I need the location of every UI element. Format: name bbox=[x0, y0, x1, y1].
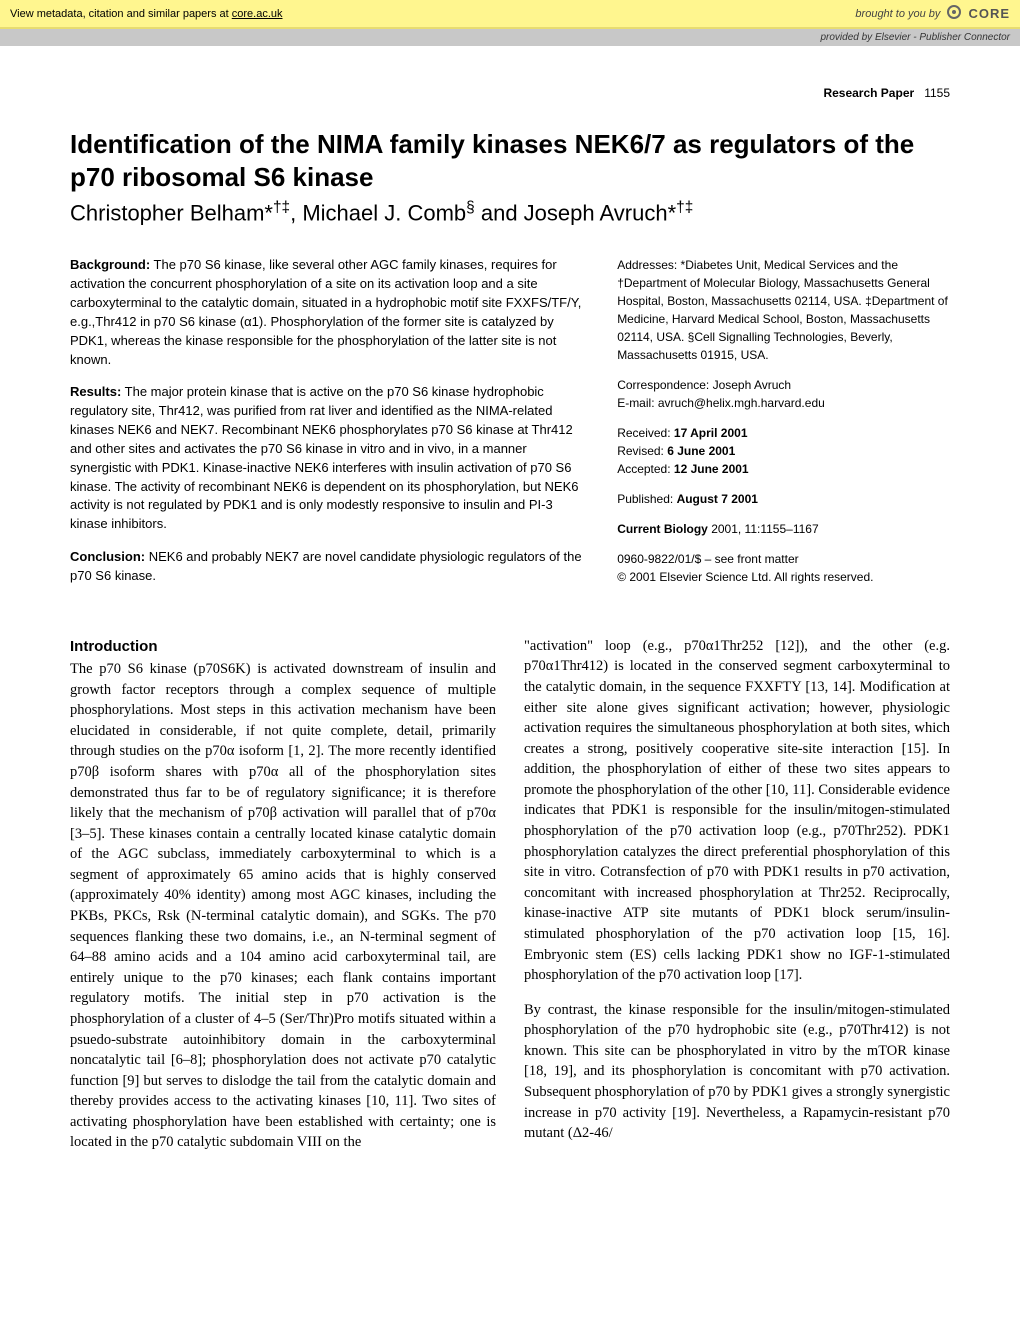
page-number: 1155 bbox=[924, 86, 950, 100]
dates-block: Received: 17 April 2001 Revised: 6 June … bbox=[617, 424, 950, 478]
core-banner-text: View metadata, citation and similar pape… bbox=[10, 8, 232, 20]
addresses-block: Addresses: *Diabetes Unit, Medical Servi… bbox=[617, 256, 950, 364]
copyright-line: © 2001 Elsevier Science Ltd. All rights … bbox=[617, 568, 950, 586]
accepted-line: Accepted: 12 June 2001 bbox=[617, 460, 950, 478]
abstract-background: Background: The p70 S6 kinase, like seve… bbox=[70, 256, 589, 369]
provided-by-text: Elsevier - Publisher Connector bbox=[875, 32, 1010, 43]
running-head-label: Research Paper bbox=[823, 86, 914, 100]
core-link[interactable]: core.ac.uk bbox=[232, 8, 283, 20]
core-logo-text: CORE bbox=[968, 6, 1010, 21]
journal-citation: 2001, 11:1155–1167 bbox=[708, 522, 819, 536]
accepted-date: 12 June 2001 bbox=[674, 462, 749, 476]
conclusion-label: Conclusion: bbox=[70, 549, 145, 564]
received-line: Received: 17 April 2001 bbox=[617, 424, 950, 442]
conclusion-text: NEK6 and probably NEK7 are novel candida… bbox=[70, 549, 582, 583]
background-label: Background: bbox=[70, 257, 150, 272]
journal-block: Current Biology 2001, 11:1155–1167 bbox=[617, 520, 950, 538]
issn-line: 0960-9822/01/$ – see front matter bbox=[617, 550, 950, 568]
revised-label: Revised: bbox=[617, 444, 667, 458]
journal-name: Current Biology bbox=[617, 522, 708, 536]
background-text: The p70 S6 kinase, like several other AG… bbox=[70, 257, 581, 366]
body-paragraph-3: By contrast, the kinase responsible for … bbox=[524, 1000, 950, 1144]
accepted-label: Accepted: bbox=[617, 462, 674, 476]
page-content: Research Paper 1155 Identification of th… bbox=[0, 46, 1020, 1207]
core-logo-icon bbox=[946, 4, 962, 23]
article-authors: Christopher Belham*†‡, Michael J. Comb§ … bbox=[70, 199, 950, 226]
core-banner-left: View metadata, citation and similar pape… bbox=[10, 8, 283, 20]
body-columns: Introduction The p70 S6 kinase (p70S6K) … bbox=[70, 636, 950, 1167]
body-paragraph-1: The p70 S6 kinase (p70S6K) is activated … bbox=[70, 659, 496, 1153]
body-paragraph-2: "activation" loop (e.g., p70α1Thr252 [12… bbox=[524, 636, 950, 986]
provided-prefix: provided by bbox=[820, 32, 874, 43]
correspondence-block: Correspondence: Joseph Avruch E-mail: av… bbox=[617, 376, 950, 412]
body-col-left: Introduction The p70 S6 kinase (p70S6K) … bbox=[70, 636, 496, 1167]
published-date: August 7 2001 bbox=[677, 492, 758, 506]
running-head: Research Paper 1155 bbox=[70, 86, 950, 100]
rights-block: 0960-9822/01/$ – see front matter © 2001… bbox=[617, 550, 950, 586]
body-col-right: "activation" loop (e.g., p70α1Thr252 [12… bbox=[524, 636, 950, 1167]
revised-date: 6 June 2001 bbox=[667, 444, 735, 458]
received-label: Received: bbox=[617, 426, 674, 440]
abstract-conclusion: Conclusion: NEK6 and probably NEK7 are n… bbox=[70, 548, 589, 586]
abstract-column: Background: The p70 S6 kinase, like seve… bbox=[70, 256, 589, 600]
core-brought-by: brought to you by bbox=[855, 8, 940, 20]
provided-by-bar: provided by Elsevier - Publisher Connect… bbox=[0, 29, 1020, 46]
correspondence-line: Correspondence: Joseph Avruch bbox=[617, 376, 950, 394]
core-banner-right: brought to you by CORE bbox=[855, 4, 1010, 23]
article-title: Identification of the NIMA family kinase… bbox=[70, 128, 950, 193]
core-banner: View metadata, citation and similar pape… bbox=[0, 0, 1020, 29]
results-text: The major protein kinase that is active … bbox=[70, 384, 579, 531]
abstract-block: Background: The p70 S6 kinase, like seve… bbox=[70, 256, 950, 600]
introduction-heading: Introduction bbox=[70, 636, 496, 657]
email-line: E-mail: avruch@helix.mgh.harvard.edu bbox=[617, 394, 950, 412]
meta-column: Addresses: *Diabetes Unit, Medical Servi… bbox=[617, 256, 950, 600]
published-label: Published: bbox=[617, 492, 676, 506]
results-label: Results: bbox=[70, 384, 121, 399]
received-date: 17 April 2001 bbox=[674, 426, 748, 440]
revised-line: Revised: 6 June 2001 bbox=[617, 442, 950, 460]
abstract-results: Results: The major protein kinase that i… bbox=[70, 383, 589, 534]
published-block: Published: August 7 2001 bbox=[617, 490, 950, 508]
